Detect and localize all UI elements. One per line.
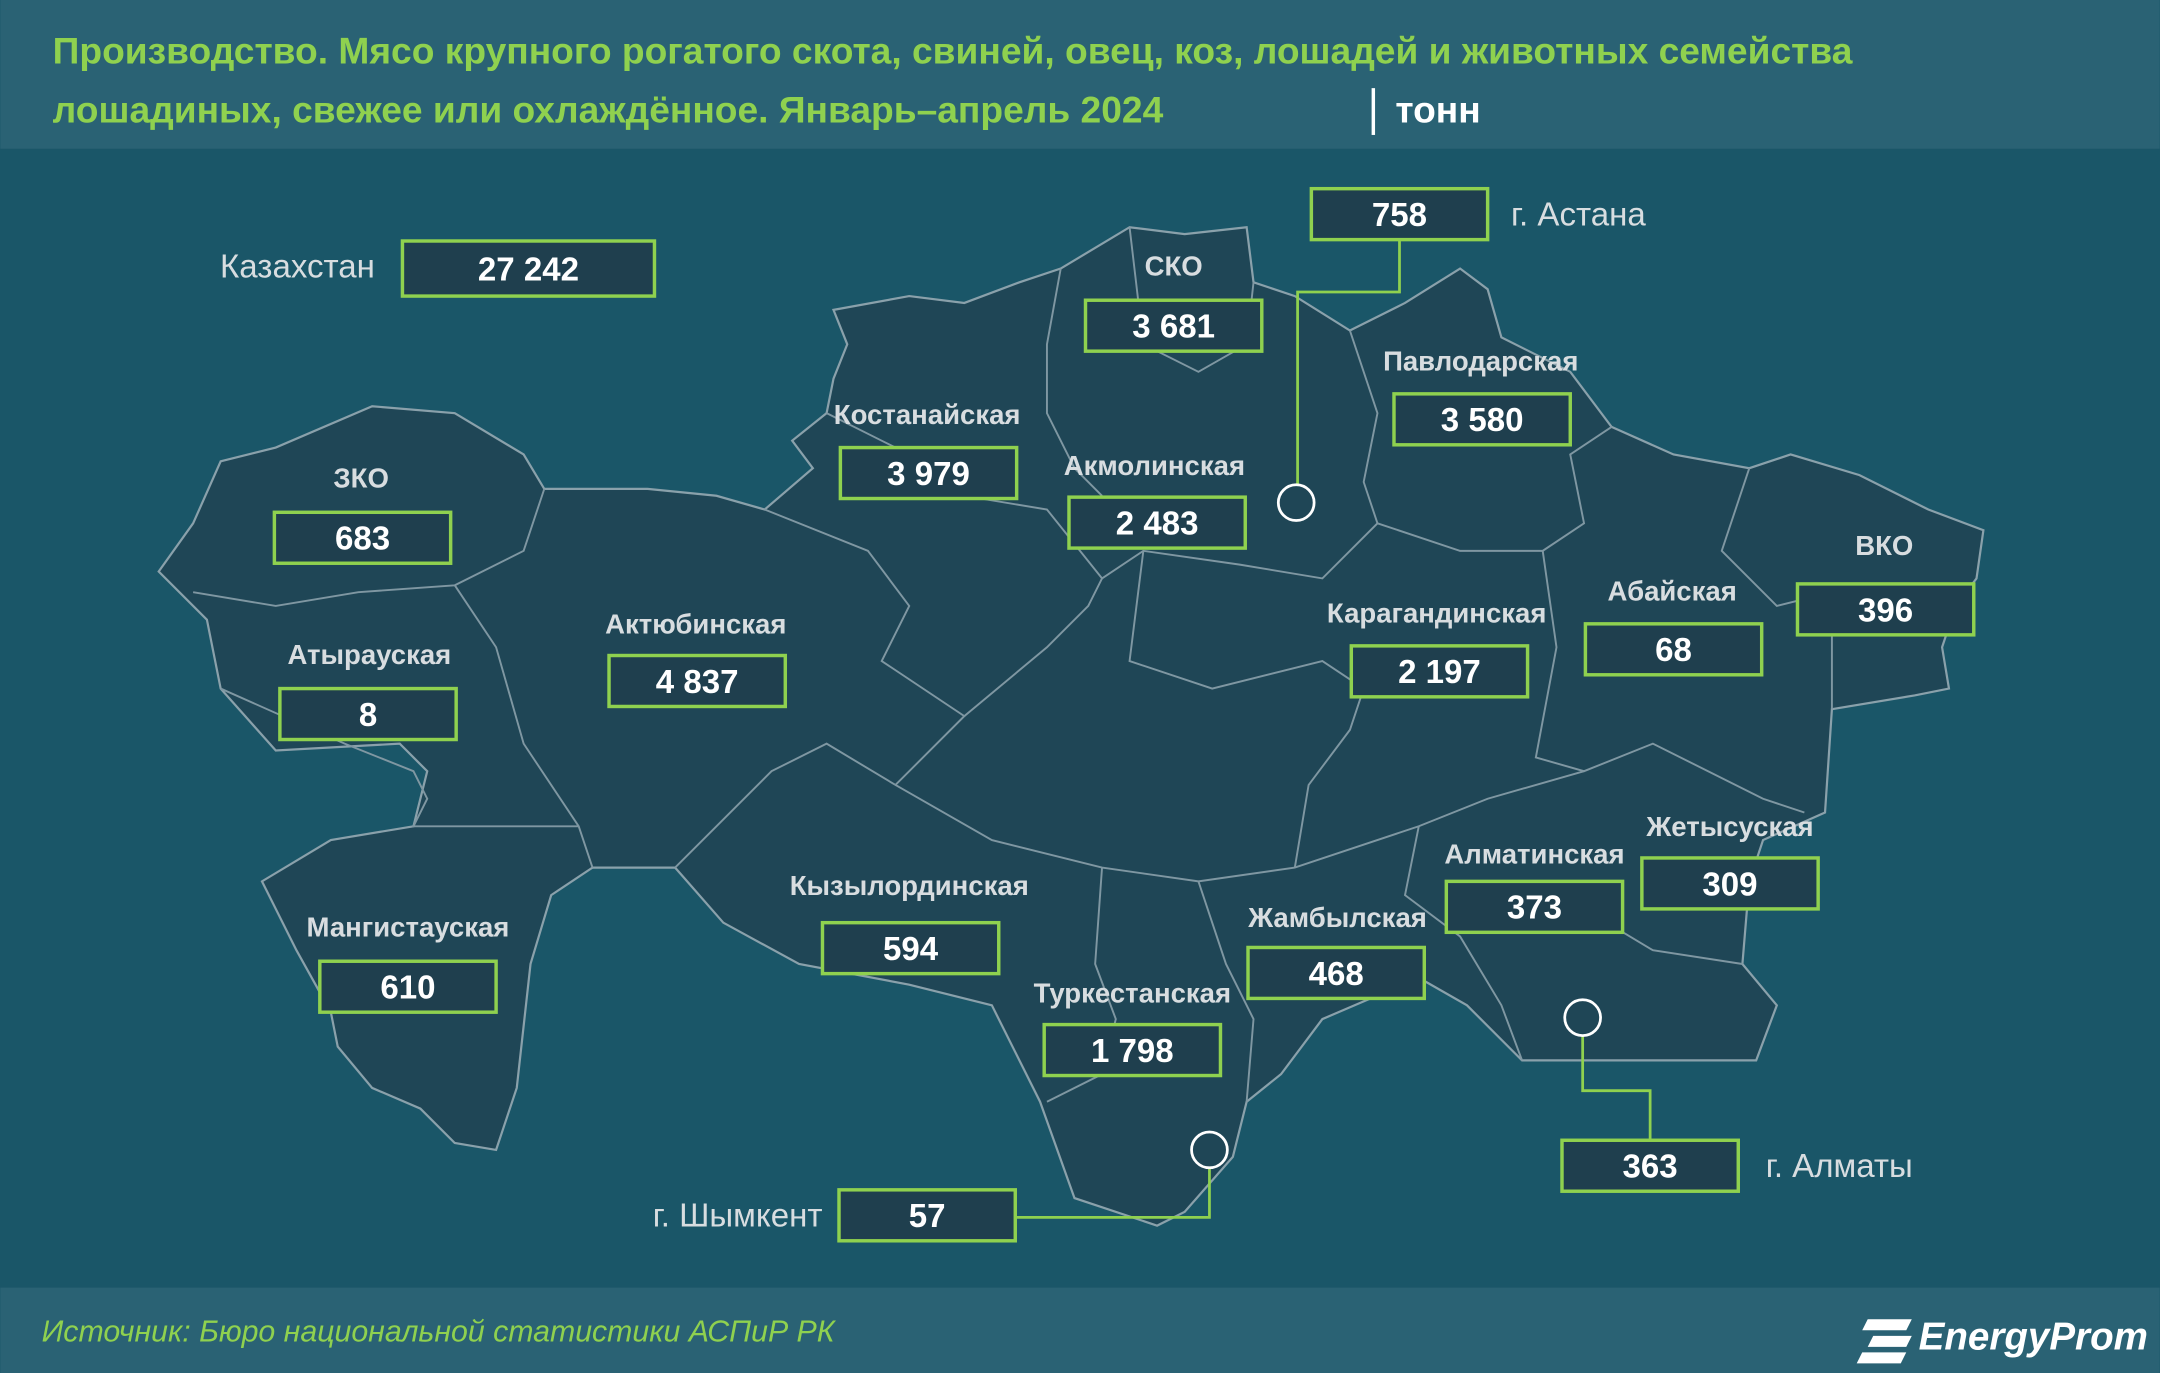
value: 1 798 [1091, 1033, 1174, 1070]
region-name: Акмолинская [1064, 450, 1245, 481]
value-box [1640, 856, 1820, 911]
value: 27 242 [478, 251, 579, 288]
region-border [1101, 330, 1379, 580]
region-name: ЗКО [333, 463, 388, 494]
value: 8 [359, 697, 377, 734]
value: 2 197 [1398, 654, 1481, 691]
value-box [272, 510, 453, 565]
value-box [278, 686, 458, 742]
value: 3 681 [1132, 309, 1215, 346]
value: 309 [1702, 866, 1757, 903]
connector [1016, 1167, 1211, 1219]
value: 396 [1858, 592, 1913, 629]
region-border [894, 770, 1585, 883]
value-box [820, 920, 1001, 976]
value-box [1309, 186, 1490, 242]
connector [1296, 238, 1401, 485]
value: 3 580 [1441, 402, 1524, 439]
value: 373 [1507, 890, 1562, 927]
region-name: СКО [1145, 250, 1203, 281]
value: 68 [1655, 632, 1692, 669]
source: Источник: Бюро национальной статистики А… [42, 1315, 837, 1348]
value-box [1795, 582, 1976, 637]
value: 2 483 [1116, 505, 1199, 542]
value-box [400, 239, 657, 298]
value: 758 [1372, 197, 1427, 234]
region-name: Карагандинская [1327, 597, 1546, 628]
connector [1581, 1035, 1652, 1139]
city-name: г. Астана [1511, 196, 1646, 233]
region-border [1128, 550, 1365, 868]
value-box [1042, 1022, 1223, 1078]
title-line: Производство. Мясо крупного рогатого ско… [53, 29, 1853, 71]
region-name: Мангистауская [307, 911, 510, 942]
value-box [318, 959, 498, 1014]
city-marker [1276, 483, 1316, 522]
logo-icon [1856, 1319, 1912, 1364]
city-marker [1563, 998, 1602, 1037]
value: 363 [1623, 1149, 1678, 1186]
value-box [838, 445, 1019, 501]
logo: EnergyProm [1856, 1316, 2148, 1364]
total-name: Казахстан [220, 249, 375, 286]
value: 610 [380, 970, 435, 1007]
region-name: Костанайская [834, 399, 1021, 430]
region-name: Жамбылская [1247, 902, 1427, 933]
region-name: ВКО [1855, 530, 1913, 561]
value: 683 [335, 521, 390, 558]
region-border [1045, 268, 1103, 497]
title-line: лошадиных, свежее или охлаждённое. Январ… [53, 89, 1164, 131]
unit: тонн [1395, 89, 1480, 131]
region-name: Павлодарская [1383, 345, 1578, 376]
region-name: Туркестанская [1034, 978, 1231, 1009]
value-box [1392, 392, 1572, 447]
value-box [1067, 495, 1247, 550]
title-band [0, 0, 2160, 149]
region-border [826, 412, 1104, 717]
value-box [1349, 644, 1530, 699]
value: 594 [883, 931, 939, 968]
region-border [220, 687, 579, 828]
region-border [192, 488, 546, 607]
region-border [674, 508, 966, 869]
value-box [1246, 945, 1427, 1001]
city-marker [1190, 1130, 1229, 1170]
value-box [1444, 879, 1625, 935]
region-border [1046, 867, 1117, 1103]
footer-band [0, 1287, 2160, 1373]
logo-text: EnergyProm [1919, 1316, 2148, 1359]
city-name: г. Шымкент [653, 1198, 823, 1235]
value-box [1560, 1138, 1740, 1193]
value-box [607, 653, 788, 709]
region-border [1377, 426, 1613, 552]
city-name: г. Алматы [1766, 1148, 1913, 1185]
value-box [1083, 298, 1264, 353]
region-name: Алматинская [1444, 838, 1624, 869]
value-box [837, 1188, 1017, 1243]
city-connectors [1016, 238, 1652, 1219]
region-border [1197, 881, 1255, 1102]
value: 57 [909, 1198, 946, 1235]
labels: Казахстан 27 242 СКО 3 681 Павлодарская 3 580… [220, 186, 1976, 1243]
value: 468 [1309, 956, 1364, 993]
value: 4 837 [656, 664, 739, 701]
region-name: Атырауская [288, 639, 452, 670]
value-box [1583, 622, 1764, 677]
region-border [1403, 826, 1523, 1061]
value: 3 979 [887, 456, 970, 493]
region-name: Абайская [1608, 575, 1737, 606]
region-name: Жетысуская [1645, 811, 1813, 842]
region-name: Актюбинская [605, 608, 786, 639]
region-name: Кызылординская [790, 870, 1029, 901]
region-border [453, 584, 594, 868]
